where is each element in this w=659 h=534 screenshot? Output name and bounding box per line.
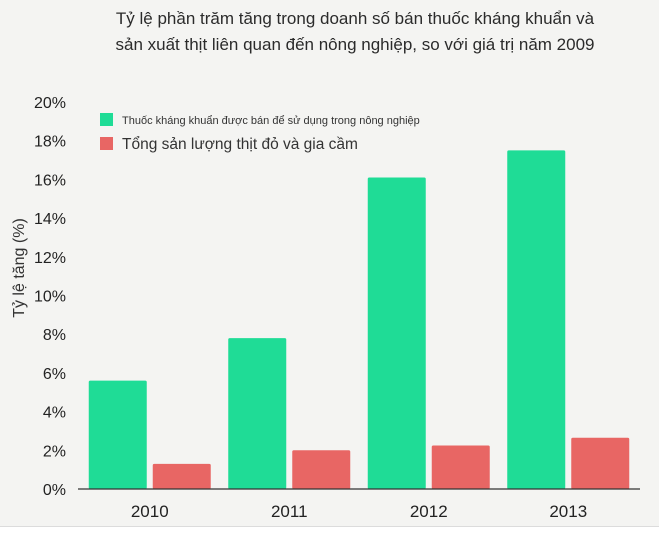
chart-title-line-2: sản xuất thịt liên quan đến nông nghiệp,…	[116, 35, 595, 54]
legend: Thuốc kháng khuẩn được bán để sử dụng tr…	[100, 113, 420, 153]
bar-antibacterials-2012	[367, 177, 426, 489]
bars	[88, 150, 630, 489]
y-tick-label: 14%	[34, 211, 66, 228]
y-tick-label: 8%	[43, 327, 66, 344]
bar-antibacterials-2010	[88, 380, 147, 489]
y-tick-label: 12%	[34, 250, 66, 267]
y-tick-label: 0%	[43, 482, 66, 499]
x-tick-label-2011: 2011	[271, 502, 308, 521]
y-tick-label: 18%	[34, 134, 66, 151]
y-tick-label: 6%	[43, 366, 66, 383]
y-tick-label: 10%	[34, 289, 66, 306]
y-tick-label: 4%	[43, 405, 66, 422]
y-tick-label: 2%	[43, 443, 66, 460]
legend-label-meat-production: Tổng sản lượng thịt đỏ và gia cầm	[122, 136, 358, 153]
bar-meat-production-2010	[152, 463, 211, 489]
y-axis-label: Tỷ lệ tăng (%)	[11, 218, 28, 318]
bar-antibacterials-2011	[228, 338, 287, 489]
bar-meat-production-2011	[292, 450, 351, 489]
x-tick-label-2013: 2013	[549, 502, 587, 521]
x-tick-label-2010: 2010	[131, 502, 169, 521]
chart-title: Tỷ lệ phần trăm tăng trong doanh số bán …	[116, 9, 595, 54]
legend-swatch-meat-production	[100, 137, 113, 150]
x-axis-ticks: 2010 2011 2012 2013	[131, 502, 587, 521]
y-axis-ticks: 0% 2% 4% 6% 8% 10% 12% 14% 16% 18% 20%	[34, 95, 66, 499]
bar-meat-production-2012	[431, 445, 490, 489]
legend-swatch-antibacterials	[100, 113, 113, 126]
y-tick-label: 20%	[34, 95, 66, 112]
chart-title-line-1: Tỷ lệ phần trăm tăng trong doanh số bán …	[116, 9, 595, 28]
bar-meat-production-2013	[571, 437, 630, 489]
y-tick-label: 16%	[34, 172, 66, 189]
bar-antibacterials-2013	[507, 150, 566, 489]
x-tick-label-2012: 2012	[410, 502, 448, 521]
bottom-strip	[0, 526, 659, 534]
legend-label-antibacterials: Thuốc kháng khuẩn được bán để sử dụng tr…	[122, 115, 420, 127]
